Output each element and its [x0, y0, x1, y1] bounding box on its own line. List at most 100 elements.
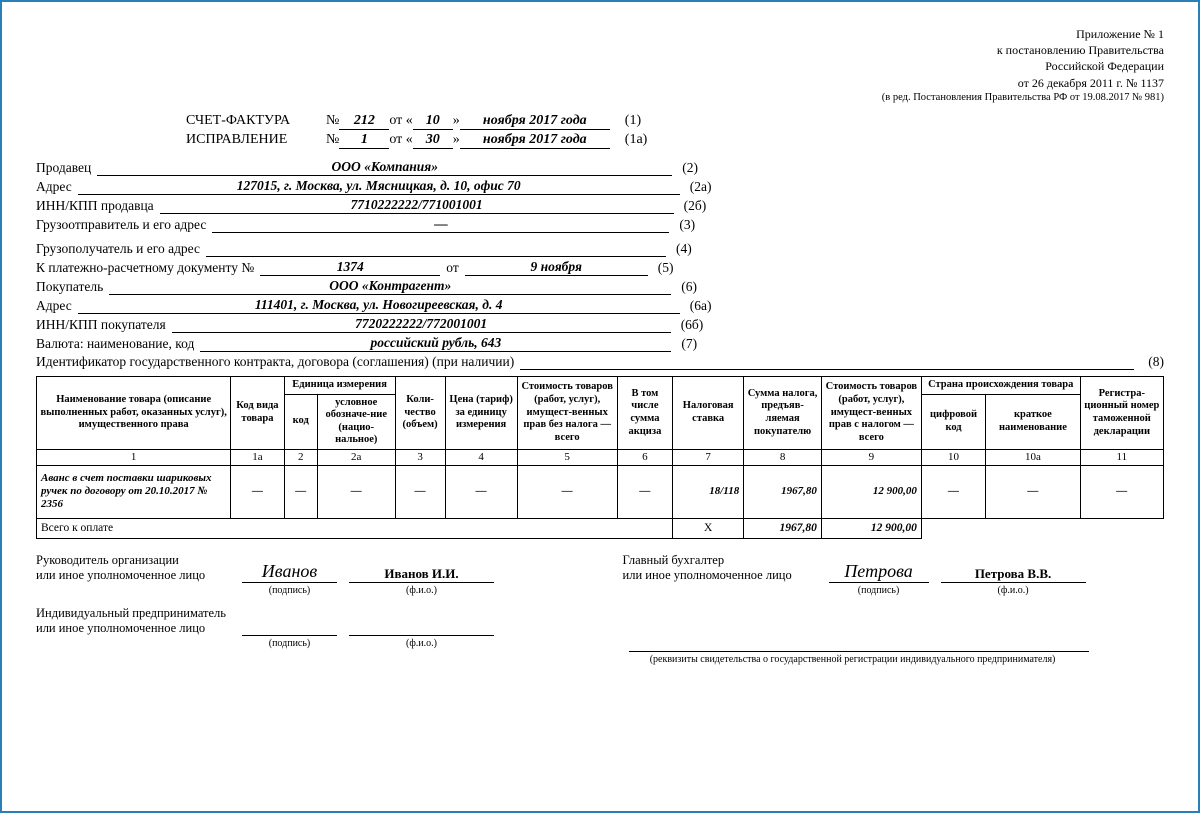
ip-name [349, 620, 494, 636]
sub-name: (ф.и.о.) [941, 585, 1086, 596]
head-label: или иное уполномоченное лицо [36, 568, 236, 583]
ip-requisites [629, 636, 1089, 652]
colnum: 8 [744, 449, 822, 465]
colnum: 4 [445, 449, 517, 465]
th-code: Код вида товара [231, 376, 284, 449]
cell: — [231, 466, 284, 519]
ip-signature [242, 618, 337, 636]
header-line: Приложение № 1 [36, 26, 1164, 42]
th-excise: В том числе сумма акциза [617, 376, 673, 449]
line-number: (2) [682, 160, 698, 176]
colnum: 1 [37, 449, 231, 465]
colnum: 2 [284, 449, 317, 465]
contract-value [520, 354, 1134, 370]
buyer-value: ООО «Контрагент» [109, 278, 671, 295]
line-number: (7) [681, 336, 697, 352]
accountant-name: Петрова В.В. [941, 566, 1086, 583]
payment-doc-date: 9 ноября [465, 259, 648, 276]
line-number: (2б) [684, 198, 707, 214]
tax-amount: 1967,80 [744, 466, 822, 519]
colnum: 5 [517, 449, 617, 465]
tax-rate: 18/118 [673, 466, 744, 519]
invoice-day: 10 [413, 113, 453, 130]
colnum: 9 [821, 449, 921, 465]
cell: — [1080, 466, 1163, 519]
ip-label: или иное уполномоченное лицо [36, 621, 236, 636]
sub-signature: (подпись) [242, 638, 337, 649]
sub-signature: (подпись) [829, 585, 929, 596]
invoice-label: СЧЕТ-ФАКТУРА [186, 113, 326, 129]
payment-doc-label: К платежно-расчетному документу № [36, 260, 254, 276]
th-country-group: Страна происхождения товара [921, 376, 1080, 394]
cell: — [517, 466, 617, 519]
payment-doc-number: 1374 [260, 259, 440, 276]
line-number: (6б) [681, 317, 704, 333]
colnum: 1а [231, 449, 284, 465]
th-cost-notax: Стоимость товаров (работ, услуг), имущес… [517, 376, 617, 449]
th-unit-name: условное обозначе-ние (нацио-нальное) [317, 394, 395, 449]
th-rate: Налоговая ставка [673, 376, 744, 449]
buyer-inn-value: 7720222222/772001001 [172, 316, 671, 333]
accountant-signature: Петрова [829, 561, 929, 583]
accountant-label: Главный бухгалтер [623, 553, 823, 568]
total-with-tax: 12 900,00 [821, 466, 921, 519]
sub-signature: (подпись) [242, 585, 337, 596]
colnum: 10а [986, 449, 1080, 465]
colnum: 10 [921, 449, 985, 465]
line-number: (8) [1148, 354, 1164, 370]
th-qty: Коли-чество (объем) [395, 376, 445, 449]
th-name: Наименование товара (описание выполненны… [37, 376, 231, 449]
consignee-value [206, 241, 666, 257]
header-line: Российской Федерации [36, 58, 1164, 74]
items-table: Наименование товара (описание выполненны… [36, 376, 1164, 540]
line-number: (4) [676, 241, 692, 257]
cell: — [921, 466, 985, 519]
correction-number: 1 [339, 132, 389, 149]
th-country-name: краткое наименование [986, 394, 1080, 449]
colnum: 6 [617, 449, 673, 465]
th-decl: Регистра-ционный номер таможенной деклар… [1080, 376, 1163, 449]
header-line: от 26 декабря 2011 г. № 1137 [36, 75, 1164, 91]
header-line: (в ред. Постановления Правительства РФ о… [36, 91, 1164, 105]
item-name: Аванс в счет поставки шариковых ручек по… [37, 466, 231, 519]
colnum: 11 [1080, 449, 1163, 465]
close-quote: » [453, 132, 460, 148]
consignee-label: Грузополучатель и его адрес [36, 241, 200, 257]
buyer-address-value: 111401, г. Москва, ул. Новогиреевская, д… [78, 297, 680, 314]
line-number: (3) [679, 217, 695, 233]
th-tax: Сумма налога, предъяв-ляемая покупателю [744, 376, 822, 449]
th-country-code: цифровой код [921, 394, 985, 449]
total-tax: 1967,80 [744, 518, 822, 539]
buyer-inn-label: ИНН/КПП покупателя [36, 317, 166, 333]
seller-label: Продавец [36, 160, 91, 176]
document-title: СЧЕТ-ФАКТУРА № 212 от « 10 » ноября 2017… [186, 113, 1164, 149]
seller-inn-label: ИНН/КПП продавца [36, 198, 154, 214]
signatures-block: Руководитель организации или иное уполно… [36, 553, 1164, 676]
cell: — [395, 466, 445, 519]
cell: — [445, 466, 517, 519]
head-name: Иванов И.И. [349, 566, 494, 583]
close-quote: » [453, 113, 460, 129]
th-cost-tax: Стоимость товаров (работ, услуг), имущес… [821, 376, 921, 449]
total-sum: 12 900,00 [821, 518, 921, 539]
invoice-number: 212 [339, 113, 389, 130]
invoice-month-year: ноября 2017 года [460, 113, 610, 130]
th-price: Цена (тариф) за единицу измерения [445, 376, 517, 449]
correction-month-year: ноября 2017 года [460, 132, 610, 149]
line-number: (6а) [690, 298, 712, 314]
cell: — [617, 466, 673, 519]
head-signature: Иванов [242, 561, 337, 583]
fields-block: ПродавецООО «Компания»(2) Адрес127015, г… [36, 159, 1164, 370]
line-number: (1а) [625, 132, 648, 148]
cell: — [986, 466, 1080, 519]
invoice-page: Приложение № 1 к постановлению Правитель… [0, 0, 1200, 813]
sub-name: (ф.и.о.) [349, 638, 494, 649]
cell: — [284, 466, 317, 519]
from-label: от [446, 260, 458, 276]
no-label: № [326, 113, 339, 129]
th-unit-code: код [284, 394, 317, 449]
sub-requisites: (реквизиты свидетельства о государственн… [623, 654, 1083, 666]
head-label: Руководитель организации [36, 553, 236, 568]
address-label: Адрес [36, 179, 72, 195]
address-value: 127015, г. Москва, ул. Мясницкая, д. 10,… [78, 178, 680, 195]
